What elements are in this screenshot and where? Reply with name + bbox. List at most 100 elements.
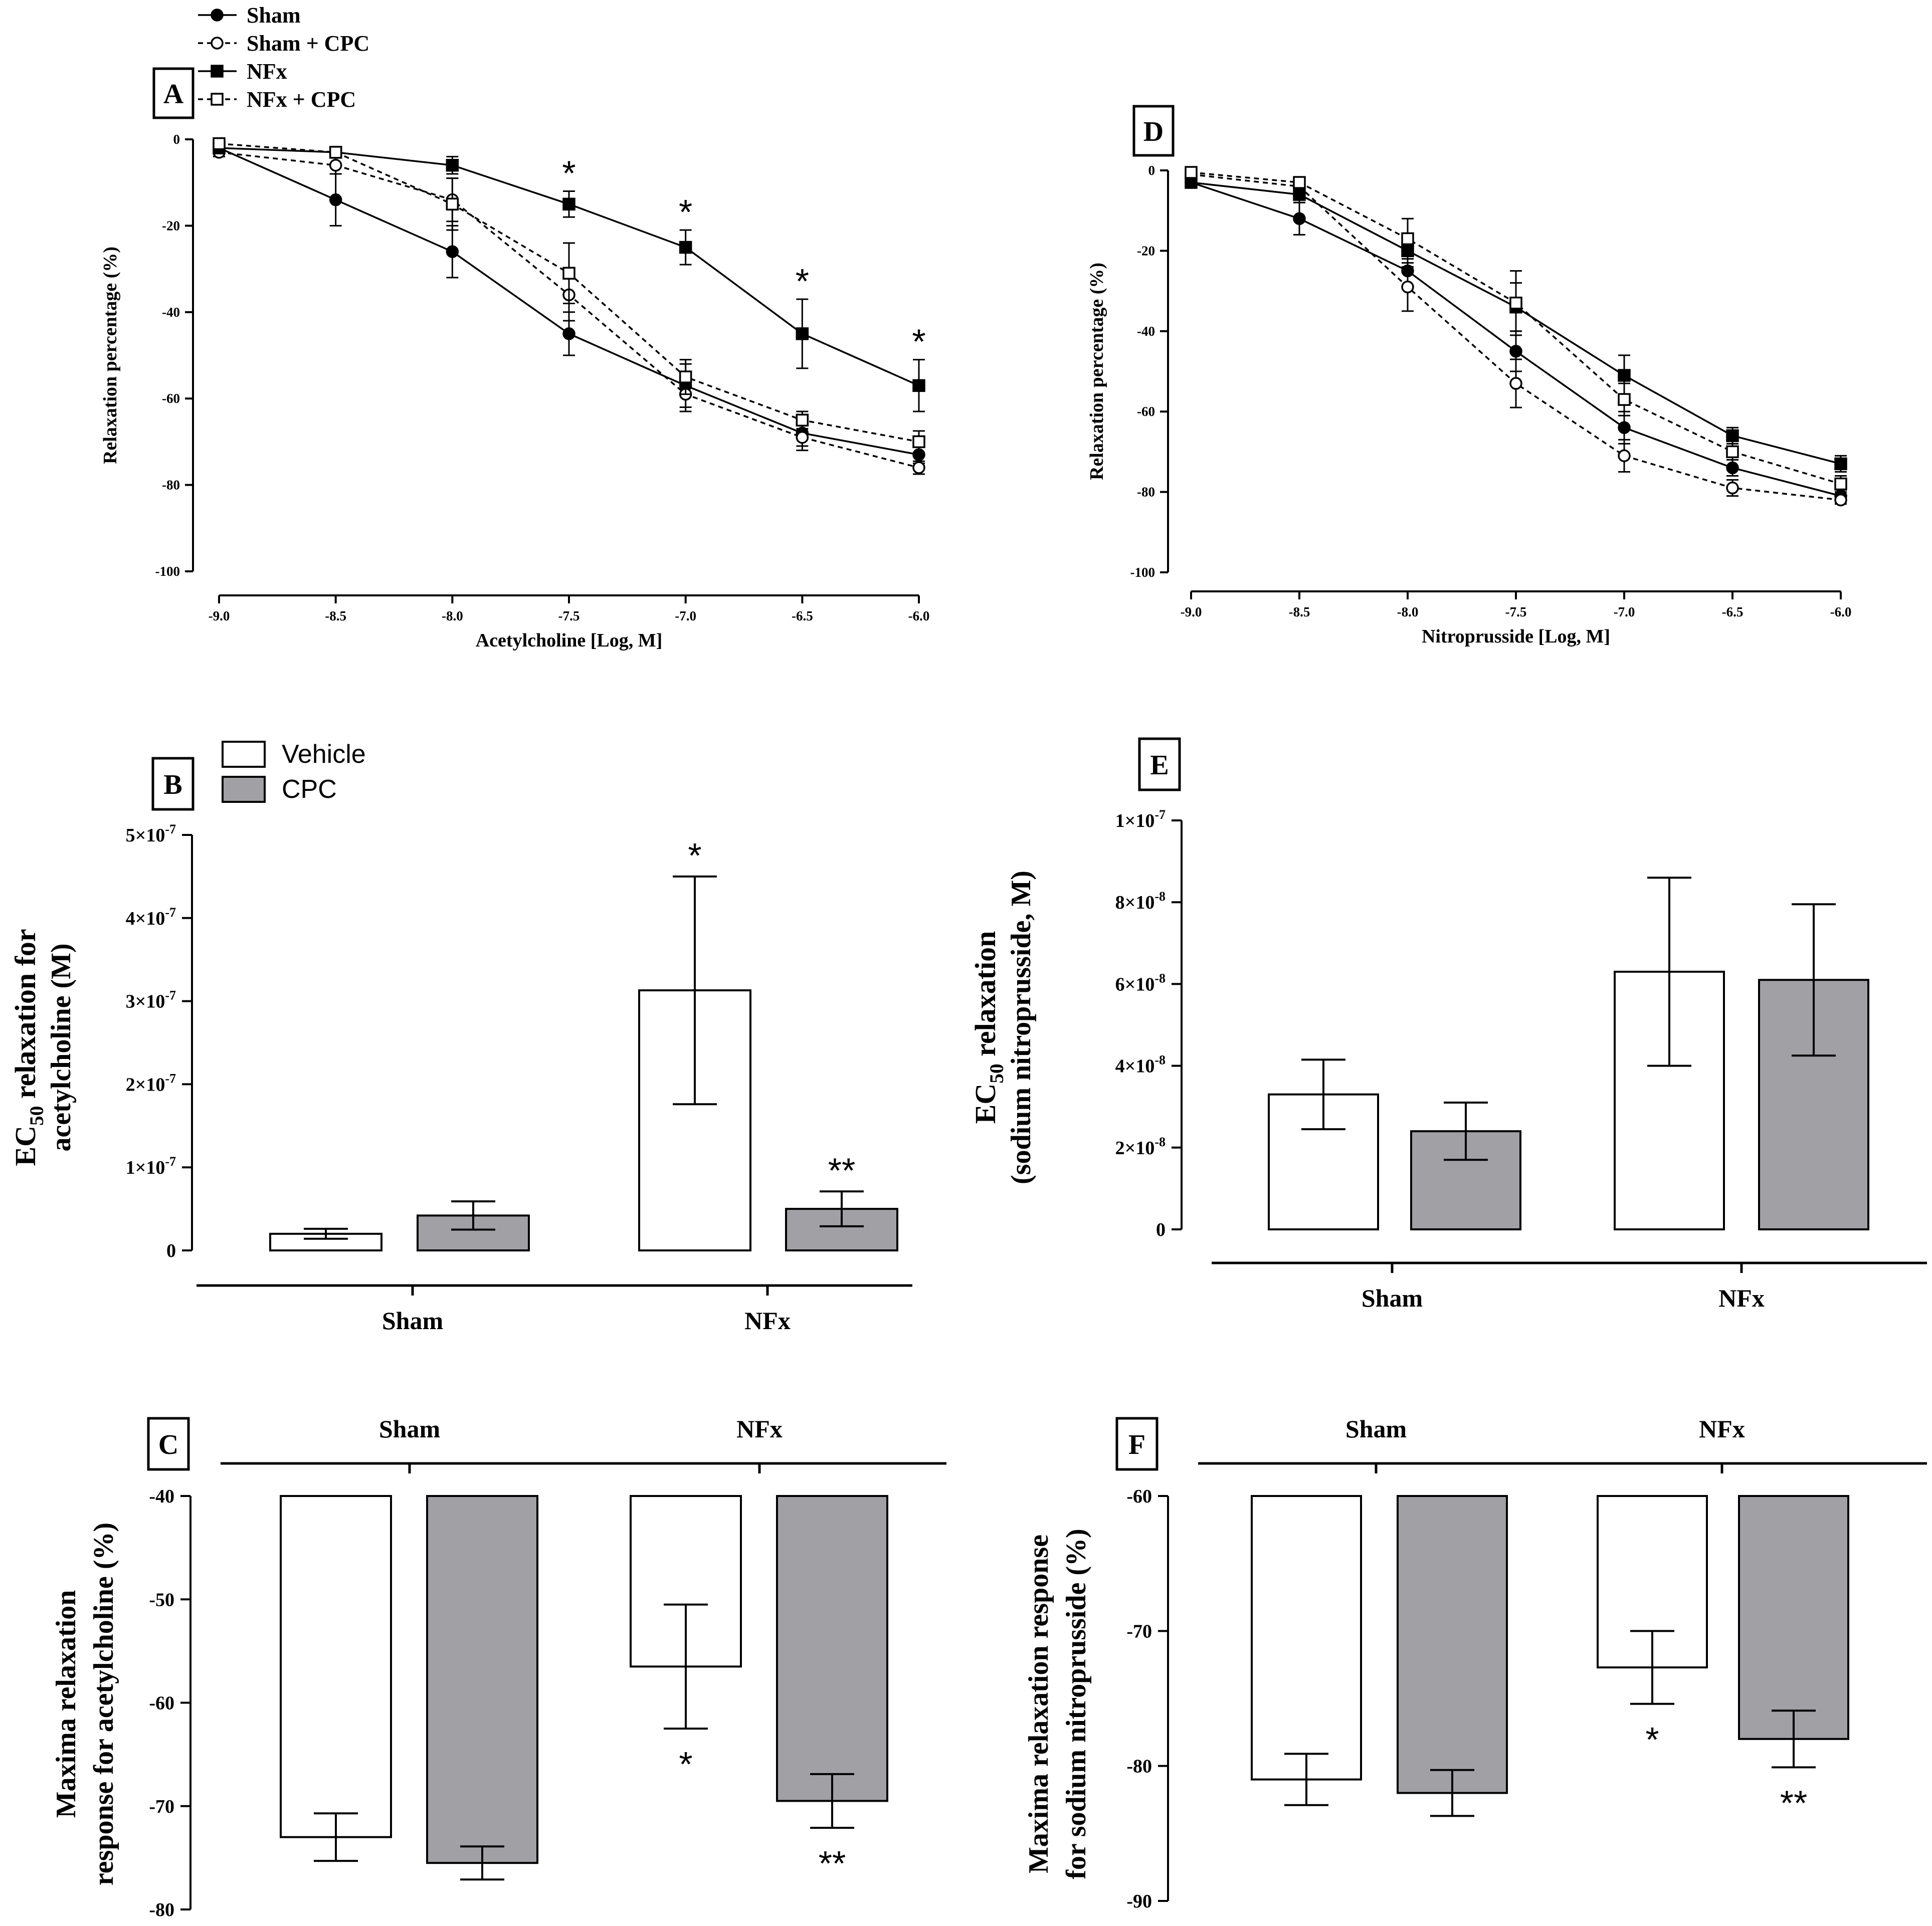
x-axis-label: Nitroprusside [Log, M] [1422, 626, 1610, 647]
data-point [1726, 445, 1739, 459]
x-axis-label: Acetylcholine [Log, M] [476, 630, 663, 651]
y-tick-label: -20 [162, 218, 180, 233]
y-tick-label: 2×10-8 [1115, 1135, 1166, 1159]
data-point [912, 379, 925, 392]
y-tick-label: -80 [1126, 1756, 1152, 1777]
data-point [796, 431, 809, 444]
panel-label-d: D [1132, 105, 1175, 157]
significance-marker: * [1645, 1720, 1659, 1759]
data-point [912, 461, 925, 474]
svg-text:C: C [158, 1429, 178, 1460]
group-label: NFx [1699, 1415, 1745, 1443]
svg-text:A: A [163, 79, 184, 110]
data-point [446, 245, 459, 258]
x-tick-label: -7.5 [1505, 604, 1527, 619]
y-tick-label: -70 [1126, 1621, 1152, 1642]
legend-label-3: NFx + CPC [247, 87, 356, 112]
legend-label-vehicle: Vehicle [282, 740, 366, 769]
y-axis-label-line2: for sodium nitroprusside (%) [1061, 1529, 1092, 1879]
y-axis-label-line2: response for acetylcholine (%) [88, 1523, 119, 1885]
y-axis-label: Relaxation percentage (%) [100, 247, 121, 464]
data-point [1509, 377, 1522, 390]
y-tick-label: -40 [1137, 324, 1155, 339]
y-tick-label: 8×10-8 [1115, 889, 1166, 913]
legend-marker-1 [211, 37, 224, 50]
svg-text:E: E [1150, 750, 1169, 781]
data-point [562, 267, 575, 280]
x-tick-label: -6.5 [792, 608, 813, 623]
data-point [679, 370, 692, 383]
data-point [1293, 188, 1306, 201]
y-axis-label: EC50 relaxation [969, 931, 1008, 1124]
x-tick-label: -8.0 [442, 608, 463, 623]
data-point [1618, 449, 1631, 463]
group-label: NFx [736, 1415, 783, 1443]
y-tick-label: -80 [149, 1899, 174, 1920]
panel-label-a: A [152, 67, 195, 119]
group-label: Sham [379, 1415, 440, 1443]
y-axis-label: Relaxation percentage (%) [1086, 263, 1107, 480]
bar-sham-vehicle [280, 1495, 392, 1838]
y-tick-label: -40 [162, 305, 180, 320]
svg-text:D: D [1143, 116, 1164, 147]
y-tick-label: -90 [1126, 1891, 1152, 1912]
significance-marker: ** [1780, 1783, 1807, 1822]
group-label: Sham [1345, 1415, 1407, 1443]
y-tick-label: 3×10-7 [126, 988, 176, 1012]
legend-marker-0 [211, 9, 224, 22]
y-tick-label: -60 [1137, 404, 1155, 419]
legend-label-2: NFx [247, 59, 287, 84]
y-axis-label-line2: (sodium nitroprusside, M) [1006, 871, 1037, 1184]
x-tick-label: -6.0 [1830, 604, 1852, 619]
bar-sham-cpc [426, 1495, 538, 1864]
data-point [1726, 481, 1739, 495]
x-tick-label: -9.0 [209, 608, 230, 623]
group-label: Sham [382, 1307, 443, 1335]
legend-swatch-cpc [222, 776, 266, 803]
significance-marker: ** [828, 1151, 855, 1190]
y-tick-label: 0 [1156, 1219, 1166, 1240]
legend-marker-2 [211, 65, 224, 78]
x-tick-label: -6.0 [908, 608, 930, 623]
x-tick-label: -7.0 [1614, 604, 1635, 619]
x-tick-label: -8.0 [1397, 604, 1419, 619]
data-point [1726, 461, 1739, 475]
panel-label-e: E [1138, 737, 1181, 791]
x-tick-label: -9.0 [1181, 604, 1202, 619]
significance-marker: * [679, 1745, 692, 1784]
bar-nfx-cpc [776, 1495, 888, 1802]
legend-label-1: Sham + CPC [247, 31, 369, 56]
bar-legend: Vehicle CPC [222, 740, 366, 804]
data-point [329, 146, 342, 159]
y-tick-label: 6×10-8 [1115, 971, 1166, 995]
data-point [1509, 345, 1522, 358]
y-tick-label: -70 [149, 1796, 174, 1817]
bar-nfx-cpc [1738, 1495, 1849, 1740]
data-point [1618, 421, 1631, 435]
y-tick-label: -20 [1137, 243, 1155, 258]
data-point [796, 413, 809, 427]
data-point [679, 241, 692, 254]
significance-marker: * [679, 192, 692, 232]
x-tick-label: -7.5 [558, 608, 580, 623]
data-point [1834, 457, 1847, 471]
chart-a: 0 -20 -40 -60 -80 -100 -9.0 -8.5 -8.0 -7.5 -7.0 -6.… [100, 132, 929, 651]
significance-marker: * [688, 836, 701, 875]
x-tick-label: -7.0 [675, 608, 696, 623]
svg-text:F: F [1128, 1429, 1145, 1460]
chart-e: 0 2×10-8 4×10-8 6×10-8 8×10-8 1×10-7 Sham NFx EC… [969, 807, 1927, 1312]
data-point [1185, 166, 1198, 179]
data-point [1293, 212, 1306, 225]
group-label: Sham [1362, 1284, 1423, 1312]
data-point [1293, 176, 1306, 189]
legend-marker-3 [211, 93, 224, 106]
data-point [912, 435, 925, 449]
y-tick-label: -80 [162, 478, 180, 493]
data-point [562, 327, 575, 340]
y-axis-label-line2: acetylcholine (M) [46, 943, 77, 1151]
data-point [1509, 296, 1522, 310]
